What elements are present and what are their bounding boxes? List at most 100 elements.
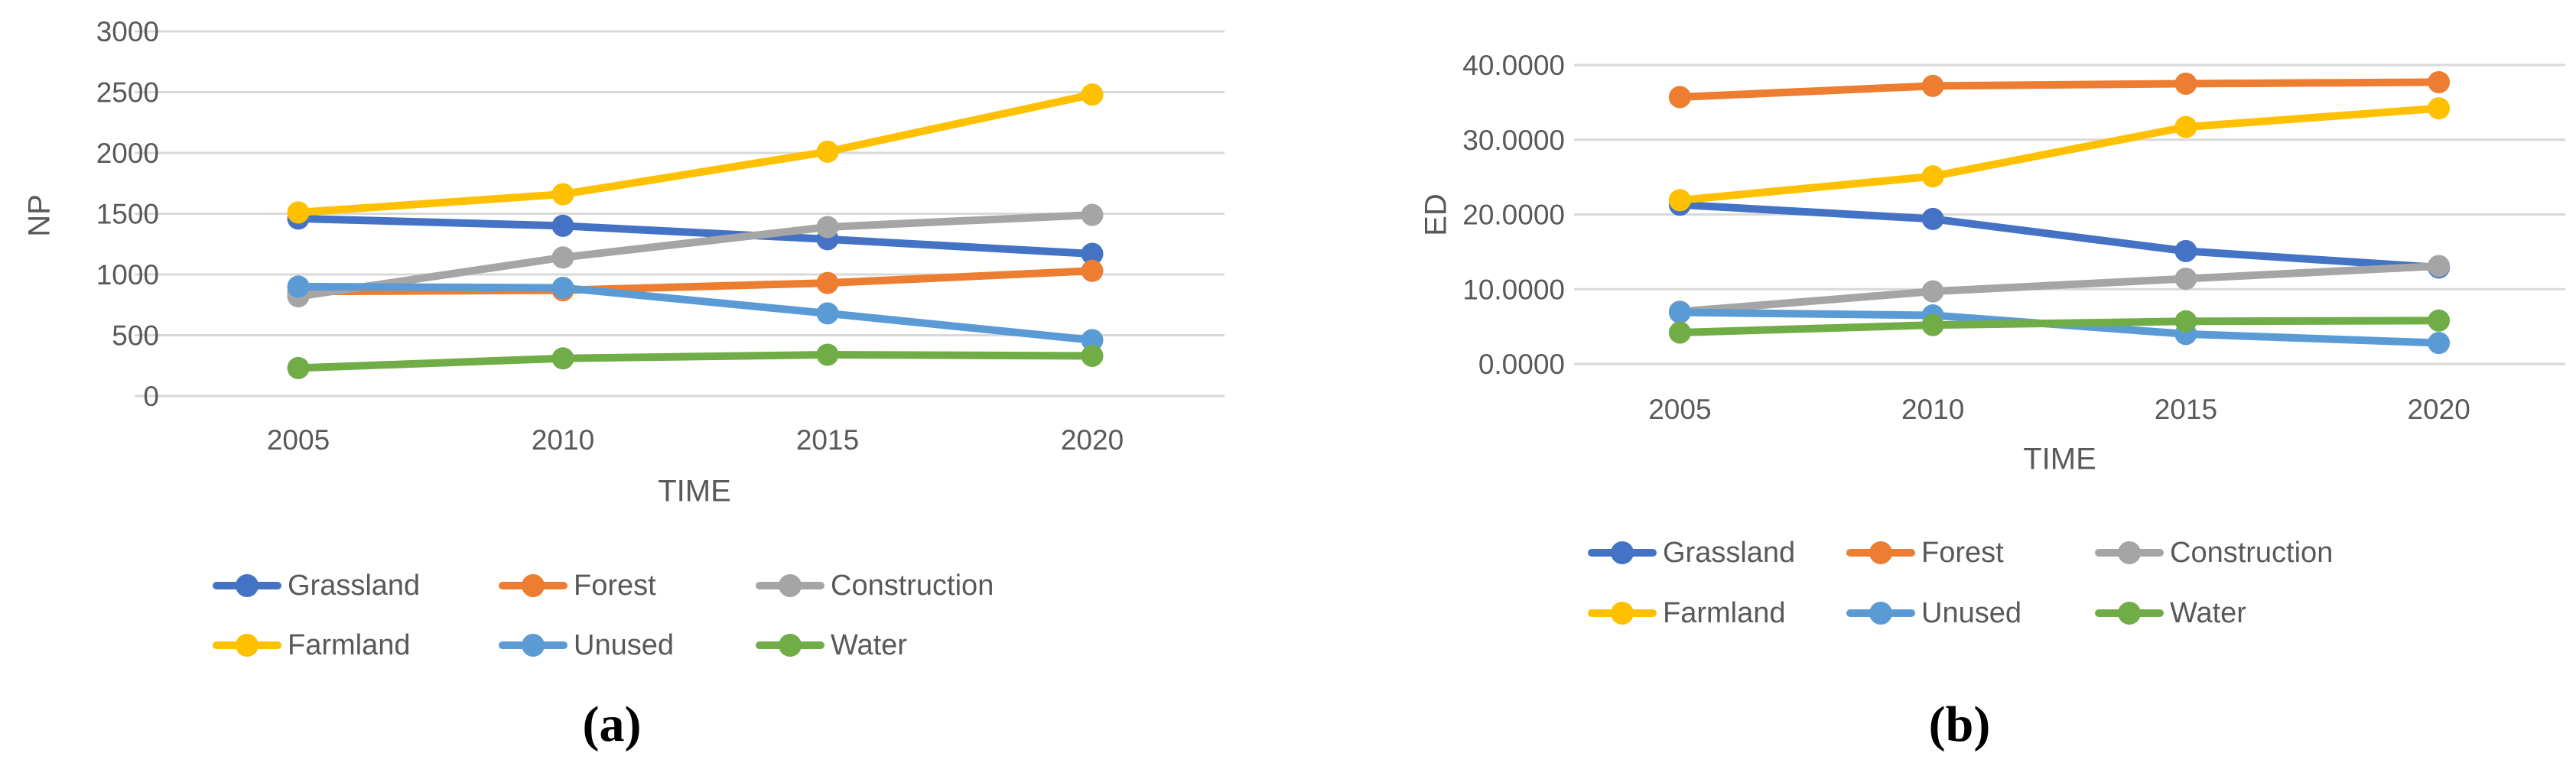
legend-item-water: Water bbox=[756, 628, 907, 662]
data-point bbox=[2174, 268, 2197, 291]
data-point bbox=[287, 356, 310, 379]
legend-item-water: Water bbox=[2095, 596, 2246, 630]
y-axis-title-b: ED bbox=[1419, 193, 1453, 236]
legend-label: Grassland bbox=[288, 569, 421, 602]
series-line bbox=[1676, 261, 2443, 316]
series-line bbox=[294, 90, 1096, 216]
data-point bbox=[816, 216, 839, 239]
legend-label: Water bbox=[831, 628, 907, 661]
series-grassland-b bbox=[1668, 193, 2451, 279]
legend-line-dot-icon bbox=[1588, 536, 1657, 570]
legend-label: Unused bbox=[1921, 596, 2021, 629]
data-point bbox=[2428, 70, 2451, 93]
legend-line-dot-icon bbox=[213, 628, 281, 662]
y-axis-title-a: NP bbox=[22, 194, 57, 237]
y-tick-label: 3000 bbox=[96, 16, 159, 47]
y-tick-label: 500 bbox=[112, 320, 159, 352]
legend-label: Grassland bbox=[1663, 536, 1796, 569]
data-point bbox=[551, 276, 574, 299]
data-point bbox=[551, 214, 574, 237]
data-point bbox=[2428, 332, 2451, 355]
legend-item-grassland: Grassland bbox=[1588, 536, 1795, 570]
data-point bbox=[287, 275, 310, 298]
data-point bbox=[1081, 242, 1104, 265]
series-line bbox=[1676, 78, 2443, 102]
legend-line-dot-icon bbox=[1588, 596, 1657, 630]
data-point bbox=[816, 271, 839, 294]
legend-label: Forest bbox=[1921, 536, 2004, 569]
data-point bbox=[2428, 309, 2451, 332]
x-tick-label: 2020 bbox=[2407, 394, 2470, 425]
series-construction-a bbox=[287, 203, 1104, 308]
series-line bbox=[1676, 317, 2443, 336]
series-forest-b bbox=[1668, 70, 2451, 109]
data-point bbox=[1081, 345, 1104, 368]
series-farmland-b bbox=[1668, 97, 2451, 212]
data-point bbox=[816, 302, 839, 325]
series-line bbox=[294, 282, 1096, 344]
y-tick-label: 0 bbox=[143, 381, 159, 412]
legend-item-unused: Unused bbox=[1846, 596, 2021, 630]
data-point bbox=[2174, 115, 2197, 138]
x-tick-label: 2015 bbox=[796, 424, 859, 456]
data-point bbox=[1668, 321, 1691, 344]
y-tick-label: 30.0000 bbox=[1462, 125, 1565, 156]
data-point bbox=[551, 246, 574, 269]
data-point bbox=[1081, 329, 1104, 352]
data-point bbox=[551, 347, 574, 370]
series-line bbox=[294, 350, 1096, 372]
legend-label: Farmland bbox=[288, 628, 411, 661]
y-tick-label: 20.0000 bbox=[1462, 200, 1565, 231]
legend-line-dot-icon bbox=[2095, 536, 2164, 570]
data-point bbox=[1921, 313, 1944, 336]
legend-line-dot-icon bbox=[1846, 596, 1915, 630]
data-point bbox=[2428, 255, 2451, 278]
legend-item-construction: Construction bbox=[2095, 536, 2333, 570]
legend-item-farmland: Farmland bbox=[213, 628, 411, 662]
legend-label: Forest bbox=[574, 569, 656, 602]
legend-line-dot-icon bbox=[213, 569, 281, 602]
legend-item-construction: Construction bbox=[756, 569, 994, 602]
legend-line-dot-icon bbox=[1846, 536, 1915, 570]
legend-item-farmland: Farmland bbox=[1588, 596, 1786, 630]
legend-label: Construction bbox=[831, 569, 994, 602]
legend-label: Water bbox=[2170, 596, 2246, 629]
series-water-b bbox=[1668, 309, 2451, 344]
y-tick-label: 1000 bbox=[96, 259, 159, 291]
y-tick-label: 2000 bbox=[96, 138, 159, 169]
legend-label: Unused bbox=[574, 628, 674, 661]
legend-item-forest: Forest bbox=[499, 569, 656, 602]
legend-line-dot-icon bbox=[499, 569, 568, 602]
x-axis-title-a: TIME bbox=[658, 474, 731, 508]
data-point bbox=[1081, 83, 1104, 106]
y-tick-label: 2500 bbox=[96, 77, 159, 109]
data-point bbox=[1921, 165, 1944, 188]
x-tick-label: 2005 bbox=[267, 424, 330, 456]
legend-item-unused: Unused bbox=[499, 628, 674, 662]
x-axis-title-b: TIME bbox=[2023, 442, 2096, 476]
legend-item-grassland: Grassland bbox=[213, 569, 420, 602]
data-point bbox=[1668, 301, 1691, 324]
series-line bbox=[294, 214, 1096, 258]
legend-line-dot-icon bbox=[756, 628, 825, 662]
legend-label: Construction bbox=[2170, 536, 2334, 569]
x-tick-label: 2005 bbox=[1648, 394, 1711, 425]
series-grassland-a bbox=[287, 207, 1104, 265]
y-tick-label: 10.0000 bbox=[1462, 274, 1565, 305]
x-tick-label: 2010 bbox=[1901, 394, 1964, 425]
data-point bbox=[551, 183, 574, 206]
data-point bbox=[816, 343, 839, 366]
series-water-a bbox=[287, 343, 1104, 379]
data-point bbox=[1921, 207, 1944, 230]
y-tick-label: 40.0000 bbox=[1462, 50, 1565, 81]
series-line bbox=[1676, 104, 2443, 204]
series-unused-a bbox=[287, 275, 1104, 352]
data-point bbox=[1081, 203, 1104, 226]
legend-line-dot-icon bbox=[756, 569, 825, 602]
data-point bbox=[2174, 72, 2197, 95]
data-point bbox=[1921, 74, 1944, 97]
x-tick-label: 2015 bbox=[2155, 394, 2217, 425]
data-point bbox=[1081, 259, 1104, 282]
